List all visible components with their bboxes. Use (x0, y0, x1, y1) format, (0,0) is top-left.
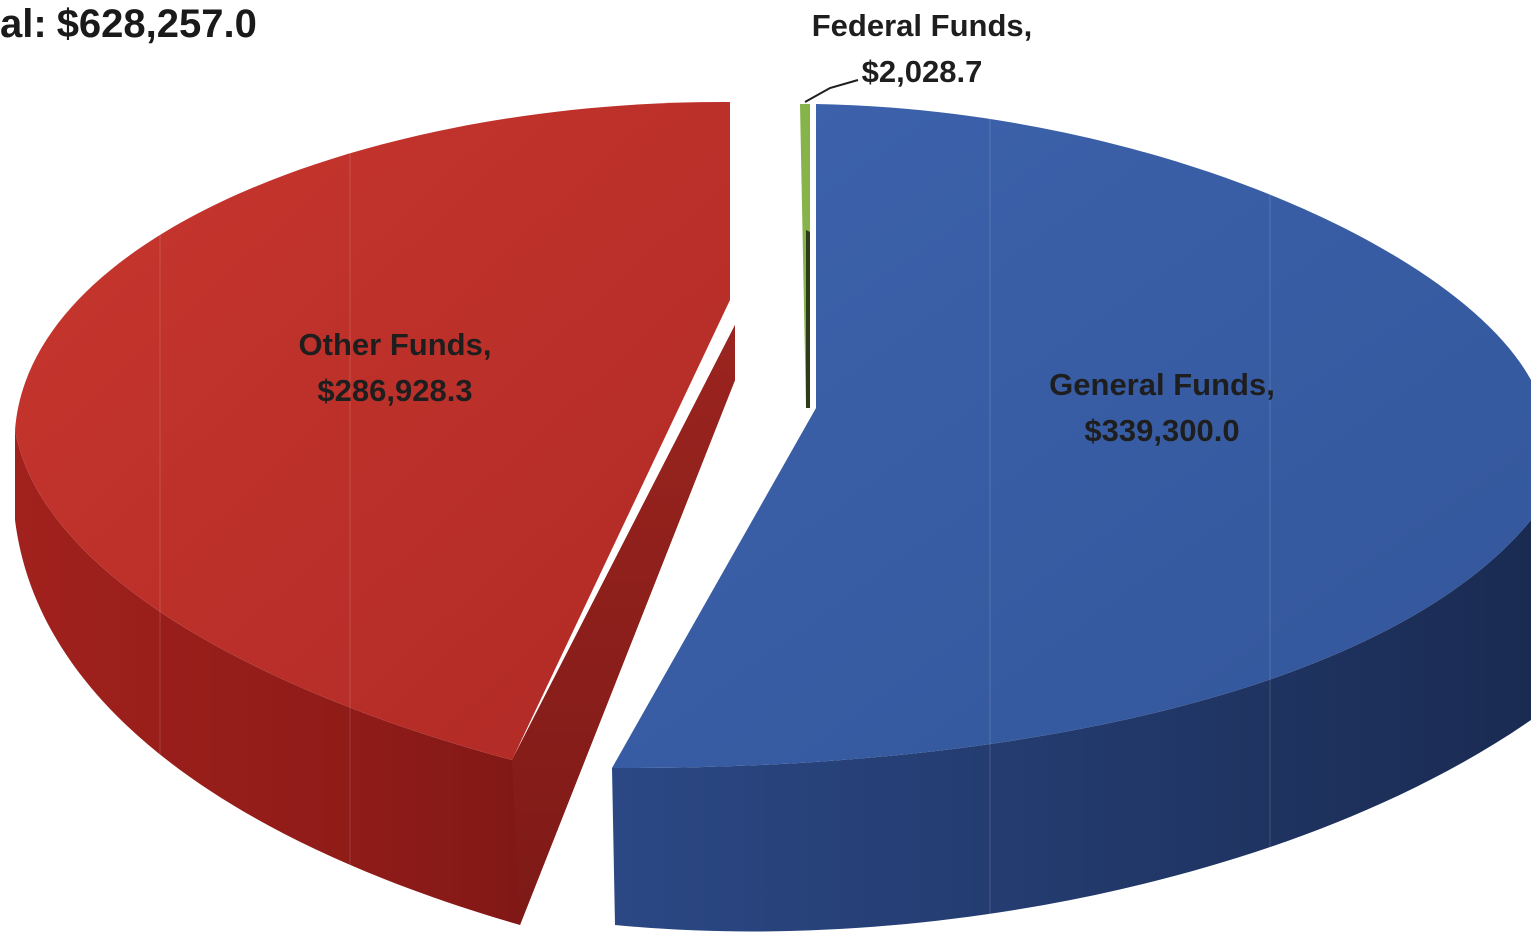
chart-total-value: $628,257.0 (56, 2, 257, 46)
pie-slice-general-funds (612, 104, 1531, 769)
pie-slice-other-funds-cut-face (512, 325, 735, 925)
data-label-general-funds-value: $339,300.0 (1084, 413, 1240, 448)
pie-slice-other-funds (15, 101, 730, 761)
data-label-general-funds: General Funds, $339,300.0 (1012, 362, 1312, 454)
chart-title: al: $628,257.0 (0, 2, 257, 47)
data-label-federal-funds: Federal Funds, $2,028.7 (772, 3, 1072, 95)
pie-slice-federal-funds-side (806, 230, 810, 408)
data-label-other-funds-value: $286,928.3 (317, 373, 473, 408)
pie-slice-general-funds-side (612, 520, 1531, 932)
texture-lines (159, 110, 1271, 940)
data-label-other-funds-name: Other Funds, (298, 327, 492, 362)
data-label-federal-funds-value: $2,028.7 (861, 54, 983, 89)
data-label-other-funds: Other Funds, $286,928.3 (245, 322, 545, 414)
chart-title-prefix: al: (0, 2, 47, 46)
data-label-general-funds-name: General Funds, (1049, 367, 1275, 402)
federal-funds-leader-line (804, 79, 859, 103)
data-label-federal-funds-name: Federal Funds, (811, 8, 1033, 43)
